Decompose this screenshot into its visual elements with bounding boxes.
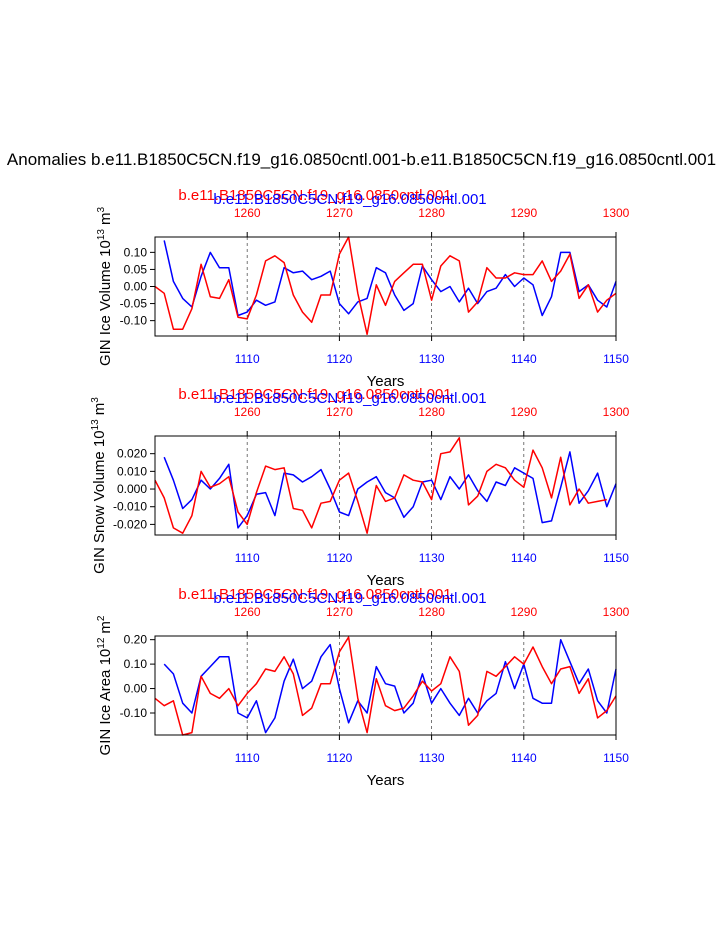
y-axis-label-text: GIN Snow Volume 10 bbox=[91, 430, 108, 573]
y-tick-label: -0.020 bbox=[113, 517, 147, 531]
series-line-red bbox=[154, 636, 617, 736]
x-top-tick-label: 1300 bbox=[603, 206, 630, 220]
series-line-red bbox=[154, 236, 617, 336]
chart-title-red: b.e11.B1850C5CN.f19_g16.0850cntl.001 bbox=[178, 586, 451, 603]
y-axis-label: GIN Ice Volume 1013 m3 bbox=[96, 207, 114, 367]
x-top-tick-label: 1260 bbox=[234, 605, 261, 619]
x-top-tick-label: 1290 bbox=[510, 405, 537, 419]
y-axis-label: GIN Ice Area 1012 m2 bbox=[96, 615, 114, 755]
x-top-tick-label: 1300 bbox=[603, 605, 630, 619]
y-axis-label-unit-exponent: 2 bbox=[96, 615, 107, 621]
y-axis-label-exponent: 12 bbox=[96, 637, 107, 649]
x-top-tick-label: 1290 bbox=[510, 206, 537, 220]
y-tick-label: 0.20 bbox=[124, 633, 148, 647]
chart-title-blue: b.e11.B1850C5CN.f19_g16.0850cntl.001 bbox=[213, 590, 486, 607]
y-tick-label: -0.010 bbox=[113, 500, 147, 514]
x-bottom-tick-label: 1120 bbox=[326, 751, 352, 765]
x-top-tick-label: 1280 bbox=[418, 605, 445, 619]
x-bottom-tick-label: 1130 bbox=[419, 352, 445, 366]
x-bottom-tick-label: 1130 bbox=[419, 551, 445, 565]
y-axis-label-text: GIN Ice Area 10 bbox=[97, 649, 114, 756]
y-axis-label-text: GIN Ice Volume 10 bbox=[97, 240, 114, 366]
x-top-tick-label: 1270 bbox=[326, 206, 353, 220]
chart-panel-1: b.e11.B1850C5CN.f19_g16.0850cntl.001b.e1… bbox=[96, 187, 630, 390]
x-axis-label: Years bbox=[367, 772, 405, 789]
chart-panel-2: b.e11.B1850C5CN.f19_g16.0850cntl.001b.e1… bbox=[90, 386, 630, 589]
y-axis-label: GIN Snow Volume 1013 m3 bbox=[90, 397, 108, 574]
chart-panel-3: b.e11.B1850C5CN.f19_g16.0850cntl.001b.e1… bbox=[96, 586, 630, 789]
x-axis-label: Years bbox=[367, 572, 405, 589]
y-tick-label: 0.10 bbox=[124, 657, 148, 671]
y-tick-label: -0.05 bbox=[120, 297, 148, 311]
chart-title-red: b.e11.B1850C5CN.f19_g16.0850cntl.001 bbox=[178, 187, 451, 204]
x-bottom-tick-label: 1150 bbox=[603, 551, 629, 565]
x-bottom-tick-label: 1140 bbox=[511, 352, 537, 366]
y-axis-label-unit-exponent: 3 bbox=[96, 207, 107, 213]
chart-title-blue: b.e11.B1850C5CN.f19_g16.0850cntl.001 bbox=[213, 191, 486, 208]
plot-frame bbox=[154, 236, 617, 337]
series-line-blue bbox=[163, 451, 617, 529]
x-top-tick-label: 1290 bbox=[510, 605, 537, 619]
y-tick-label: 0.020 bbox=[117, 447, 147, 461]
series-line-blue bbox=[163, 638, 617, 734]
x-top-tick-label: 1270 bbox=[326, 405, 353, 419]
main-title-text: Anomalies b.e11.B1850C5CN.f19_g16.0850cn… bbox=[6, 150, 717, 169]
chart-title-red: b.e11.B1850C5CN.f19_g16.0850cntl.001 bbox=[178, 386, 451, 403]
y-tick-label: -0.10 bbox=[120, 314, 148, 328]
main-title: Anomalies b.e11.B1850C5CN.f19_g16.0850cn… bbox=[0, 150, 723, 180]
x-bottom-tick-label: 1150 bbox=[603, 751, 629, 765]
x-bottom-tick-label: 1120 bbox=[326, 352, 352, 366]
plot-frame bbox=[154, 635, 617, 736]
y-axis-label-exponent: 13 bbox=[96, 229, 107, 241]
y-axis-label-unit: m bbox=[91, 403, 108, 416]
x-bottom-tick-label: 1110 bbox=[235, 751, 260, 765]
y-axis-label-exponent: 13 bbox=[90, 419, 101, 431]
x-bottom-tick-label: 1120 bbox=[326, 551, 352, 565]
series-line-blue bbox=[163, 240, 617, 317]
y-axis-label-unit: m bbox=[97, 213, 114, 226]
y-axis-label-unit-exponent: 3 bbox=[90, 397, 101, 403]
chart-title-blue: b.e11.B1850C5CN.f19_g16.0850cntl.001 bbox=[213, 390, 486, 407]
y-tick-label: -0.10 bbox=[120, 706, 148, 720]
x-bottom-tick-label: 1110 bbox=[235, 551, 260, 565]
x-top-tick-label: 1280 bbox=[418, 405, 445, 419]
x-top-tick-label: 1300 bbox=[603, 405, 630, 419]
x-bottom-tick-label: 1140 bbox=[511, 551, 537, 565]
y-axis-label-unit: m bbox=[97, 621, 114, 634]
y-tick-label: 0.00 bbox=[124, 280, 148, 294]
x-top-tick-label: 1260 bbox=[234, 206, 261, 220]
y-tick-label: 0.000 bbox=[117, 482, 147, 496]
y-tick-label: 0.10 bbox=[124, 245, 148, 259]
x-bottom-tick-label: 1130 bbox=[419, 751, 445, 765]
x-top-tick-label: 1280 bbox=[418, 206, 445, 220]
series-line-red bbox=[154, 437, 607, 534]
y-tick-label: 0.05 bbox=[124, 262, 148, 276]
y-tick-label: 0.010 bbox=[117, 464, 147, 478]
x-axis-label: Years bbox=[367, 373, 405, 390]
y-tick-label: 0.00 bbox=[124, 682, 148, 696]
x-bottom-tick-label: 1110 bbox=[235, 352, 260, 366]
x-top-tick-label: 1270 bbox=[326, 605, 353, 619]
x-top-tick-label: 1260 bbox=[234, 405, 261, 419]
plot-frame bbox=[154, 435, 617, 536]
x-bottom-tick-label: 1150 bbox=[603, 352, 629, 366]
x-bottom-tick-label: 1140 bbox=[511, 751, 537, 765]
